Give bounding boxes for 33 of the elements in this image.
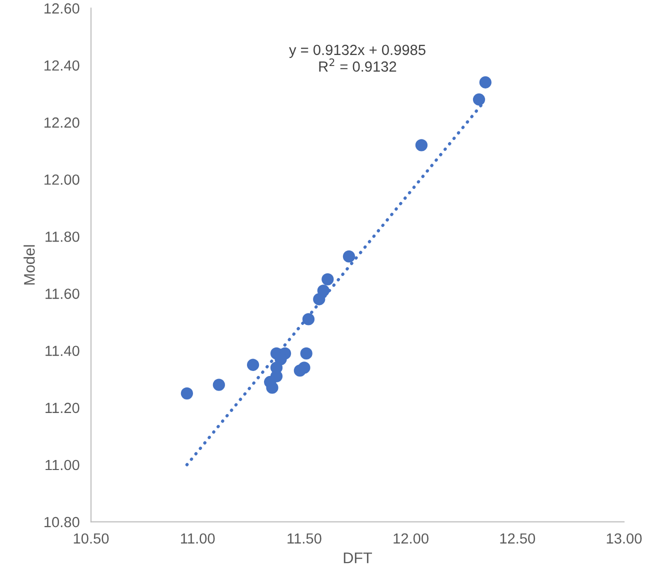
x-tick-label: 12.00 — [394, 533, 428, 544]
point — [302, 313, 315, 326]
x-tick-label: 11.00 — [181, 533, 215, 544]
y-axis-title: Model — [24, 245, 35, 285]
point — [266, 382, 278, 394]
y-tick-label: 12.60 — [44, 3, 80, 14]
point — [322, 273, 334, 286]
point — [415, 139, 428, 152]
y-tick-label: 11.00 — [46, 460, 80, 470]
point — [180, 387, 194, 400]
point — [342, 250, 356, 263]
point — [300, 347, 312, 360]
x-tick-label: 11.50 — [288, 533, 322, 544]
y-tick-label: 11.40 — [46, 346, 80, 356]
point — [294, 364, 306, 377]
y-tick-label: 11.20 — [46, 402, 80, 414]
y-tick-label: 11.80 — [46, 232, 80, 242]
y-tick-label: 10.80 — [44, 516, 80, 528]
x-tick-label: 13.00 — [606, 533, 642, 544]
x-tick-label: 10.50 — [74, 533, 109, 544]
y-tick-label: 12.00 — [44, 174, 80, 185]
point — [472, 93, 486, 106]
y-tick-label: 12.40 — [44, 60, 80, 71]
point — [212, 378, 225, 391]
annotation: y = 0.9132x + 0.9985 R$^{2}$ = 0.9132 — [289, 44, 426, 72]
point — [313, 293, 326, 306]
point — [317, 284, 330, 297]
y-tick-label: 11.60 — [46, 288, 80, 299]
x-axis-title: DFT — [344, 552, 372, 564]
point — [479, 76, 492, 88]
y-tick-label: 12.20 — [44, 117, 80, 128]
point — [246, 358, 260, 371]
x-tick-label: 12.50 — [500, 533, 536, 544]
